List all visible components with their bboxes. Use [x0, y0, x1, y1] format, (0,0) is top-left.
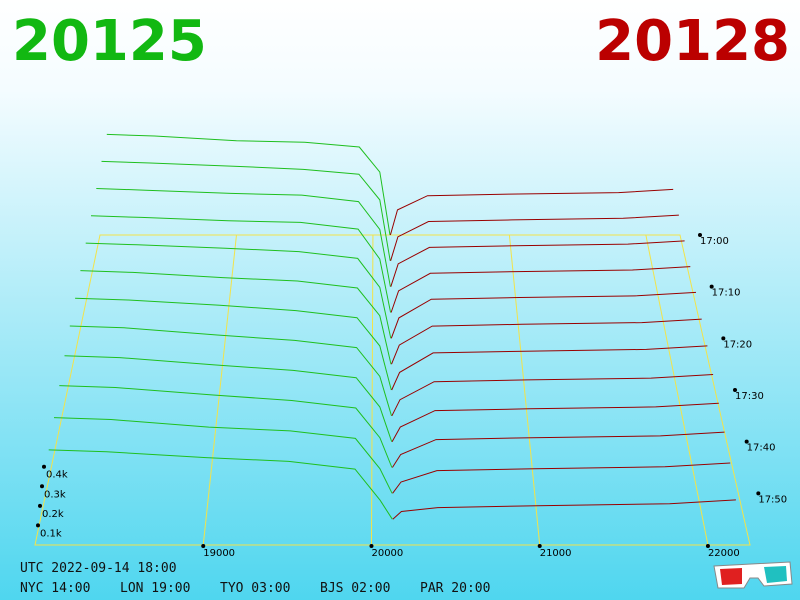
t-tick-dot — [698, 233, 702, 237]
y-tick-label: 0.1k — [40, 528, 62, 539]
bid-depth-line — [64, 355, 393, 442]
t-tick-dot — [709, 284, 714, 289]
grid-line — [370, 234, 374, 546]
grid-line — [202, 234, 237, 546]
x-tick-label: 19000 — [203, 548, 235, 559]
t-tick-dot — [744, 439, 749, 444]
bid-depth-line — [96, 188, 391, 287]
ask-depth-line — [390, 266, 691, 313]
x-tick-label: 20000 — [371, 548, 403, 559]
bid-depth-line — [106, 133, 391, 236]
ask-depth-line — [390, 214, 679, 261]
ask-depth-line — [391, 431, 725, 468]
t-tick-dot — [756, 491, 761, 496]
bid-depth-line — [80, 270, 392, 365]
bid-depth-line — [75, 297, 392, 391]
grid-line — [645, 234, 709, 546]
bid-price: 20125 — [12, 9, 207, 74]
x-tick-label: 22000 — [708, 548, 740, 559]
bid-depth-line — [53, 417, 393, 494]
bid-depth-line — [59, 385, 393, 468]
t-tick-label: 17:10 — [712, 288, 741, 299]
x-tick-dot — [705, 544, 710, 548]
ask-depth-line — [391, 345, 708, 391]
t-tick-dot — [721, 336, 726, 341]
x-tick-label: 21000 — [540, 548, 572, 559]
t-tick-label: 17:50 — [758, 494, 787, 505]
city-time: LON 19:00 — [120, 581, 190, 596]
ask-price: 20128 — [595, 9, 790, 74]
grid-line — [508, 234, 541, 546]
ask-depth-line — [391, 402, 719, 442]
utc-time: UTC 2022-09-14 18:00 — [20, 561, 177, 576]
bid-depth-line — [101, 160, 391, 261]
ask-depth-line — [392, 499, 736, 520]
ask-depth-line — [391, 374, 714, 417]
y-tick-dot — [40, 484, 44, 489]
city-time: PAR 20:00 — [420, 581, 490, 596]
city-time: BJS 02:00 — [320, 581, 390, 596]
y-tick-dot — [38, 503, 42, 508]
x-tick-dot — [537, 544, 542, 548]
ask-depth-line — [391, 318, 702, 365]
ask-depth-line — [389, 188, 674, 236]
ask-depth-line — [392, 462, 731, 494]
y-tick-label: 0.4k — [46, 470, 68, 481]
plot: 19000 20000 21000 22000 0.1k 0.2k 0.3k 0.4k 17:0… — [34, 133, 787, 559]
bid-depth-line — [48, 449, 393, 520]
city-time: TYO 03:00 — [220, 581, 290, 596]
ask-depth-line — [390, 240, 685, 287]
y-tick-label: 0.3k — [44, 489, 66, 500]
bid-depth-line — [90, 215, 392, 313]
x-tick-dot — [201, 544, 206, 548]
bid-depth-line — [69, 325, 392, 416]
t-tick-label: 17:30 — [735, 391, 764, 402]
city-time: NYC 14:00 — [20, 581, 90, 596]
y-tick-dot — [36, 523, 40, 528]
3d-glasses-icon — [713, 561, 793, 589]
bid-depth-line — [85, 242, 392, 339]
x-tick-dot — [369, 544, 374, 548]
y-tick-label: 0.2k — [42, 509, 64, 520]
ask-depth-line — [390, 291, 697, 339]
t-tick-label: 17:00 — [700, 236, 729, 247]
floor-frame — [34, 234, 751, 546]
t-tick-label: 17:40 — [747, 443, 776, 454]
t-tick-dot — [733, 388, 737, 392]
y-tick-dot — [42, 464, 46, 469]
t-tick-label: 17:20 — [723, 339, 752, 350]
